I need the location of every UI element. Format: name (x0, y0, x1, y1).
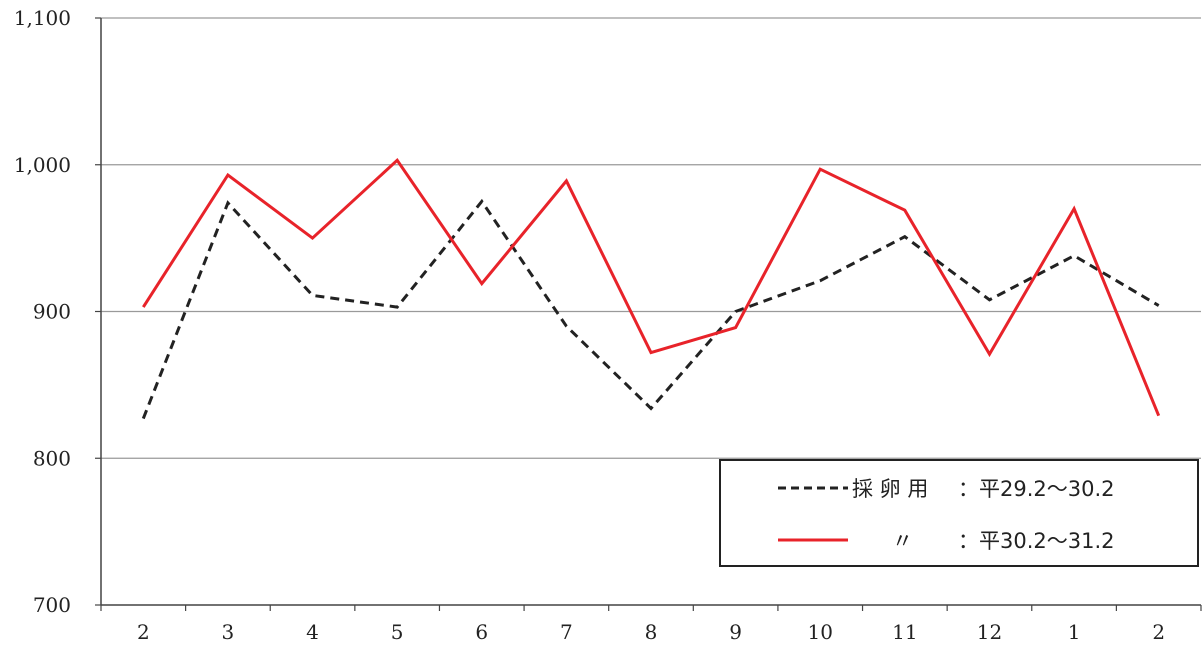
legend-series-1-name: 採 卵 用 (852, 477, 928, 501)
legend: 採 卵 用 ：平29.2〜30.2 〃 ：平30.2〜31.2 (719, 459, 1199, 567)
series-line-1 (141, 198, 1160, 420)
y-tick-label: 900 (33, 300, 71, 324)
x-tick-label: 5 (391, 620, 404, 644)
x-tick-label: 11 (892, 620, 917, 644)
x-tick-label: 2 (1152, 620, 1165, 644)
y-tick-label: 1,000 (14, 153, 71, 177)
x-tick-label: 4 (306, 620, 319, 644)
series-lines (141, 158, 1161, 420)
x-tick-label: 7 (560, 620, 573, 644)
y-tick-label: 1,100 (14, 6, 71, 30)
x-tick-labels: 2 3 4 5 6 7 8 9 10 11 12 1 2 (137, 620, 1165, 644)
series-line-2 (142, 158, 1161, 417)
y-tick-label: 700 (33, 593, 71, 617)
legend-box (719, 459, 1199, 567)
x-tick-label: 3 (222, 620, 235, 644)
legend-series-1-period: ：平29.2〜30.2 (958, 477, 1115, 501)
gridlines (101, 17, 1201, 459)
x-tick-label: 6 (475, 620, 488, 644)
x-tick-label: 9 (729, 620, 742, 644)
y-tick-labels: 700 800 900 1,000 1,100 (14, 6, 71, 617)
x-tick-label: 12 (977, 620, 1002, 644)
x-tick-label: 2 (137, 620, 150, 644)
legend-series-2-name: 〃 (892, 529, 913, 553)
legend-series-2-period: ：平30.2〜31.2 (958, 529, 1115, 553)
x-tick-label: 8 (645, 620, 658, 644)
axes (95, 17, 1202, 611)
x-tick-label: 10 (808, 620, 833, 644)
x-tick-label: 1 (1068, 620, 1081, 644)
y-tick-label: 800 (33, 446, 71, 470)
